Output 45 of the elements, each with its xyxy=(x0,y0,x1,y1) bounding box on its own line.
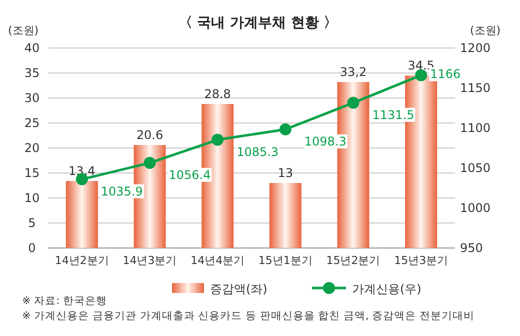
data-label: 1166 xyxy=(430,67,461,82)
data-label: 13 xyxy=(278,166,294,180)
y-tick-label: 35 xyxy=(24,66,40,80)
x-tick-label: 15년3분기 xyxy=(394,254,448,267)
y-tick-label: 20 xyxy=(24,141,40,155)
y-tick-label: 0 xyxy=(28,241,36,255)
data-label: 1056.4 xyxy=(168,168,211,182)
x-tick-label: 15년1분기 xyxy=(258,254,312,267)
point xyxy=(144,156,156,169)
y2-tick-label: 950 xyxy=(460,241,483,255)
y-tick-label: 15 xyxy=(24,166,40,180)
y2-tick-label: 1150 xyxy=(460,81,491,95)
point xyxy=(279,123,292,136)
legend-label: 증감액(좌) xyxy=(210,282,268,296)
data-label: 1131.5 xyxy=(372,108,414,122)
y2-axis-title: (조원) xyxy=(470,24,501,37)
y2-tick-label: 1050 xyxy=(460,161,491,175)
point xyxy=(347,96,360,109)
data-label: 1035.9 xyxy=(100,184,143,198)
y2-tick-label: 1000 xyxy=(460,201,491,215)
data-label: 33,2 xyxy=(340,65,367,79)
bar xyxy=(66,181,98,248)
text: ※ 자료: 한국은행 xyxy=(22,295,108,307)
y2-tick-label: 1200 xyxy=(460,41,491,55)
y2-tick-label: 1100 xyxy=(460,121,491,135)
y-tick-label: 10 xyxy=(24,191,40,205)
y-tick-label: 30 xyxy=(24,91,40,105)
y-tick-label: 40 xyxy=(24,41,40,55)
bar xyxy=(269,183,302,248)
x-tick-label: 14년3분기 xyxy=(122,254,177,267)
data-label: 1098.3 xyxy=(304,134,346,148)
x-tick-label: 14년2분기 xyxy=(54,254,109,267)
point xyxy=(415,69,428,82)
x-tick-label: 15년2분기 xyxy=(326,254,380,267)
text: ※ 가계신용은 금융기관 가계대출과 신용카드 등 판매신용을 합친 금액, 증감액은 전분기대비 xyxy=(22,310,475,322)
y-tick-label: 5 xyxy=(28,216,36,230)
data-label: 28.8 xyxy=(204,87,231,101)
data-label: 20.6 xyxy=(136,128,164,142)
x-tick-label: 14년4분기 xyxy=(190,254,245,267)
chart-title: 〈 국내 가계부채 현황 〉 xyxy=(178,15,338,31)
data-label: 1085.3 xyxy=(236,144,279,159)
y-axis-title: (조원) xyxy=(8,24,39,37)
point xyxy=(212,134,224,146)
y-tick-label: 25 xyxy=(24,116,40,130)
legend-label: 가계신용(우) xyxy=(352,282,422,296)
